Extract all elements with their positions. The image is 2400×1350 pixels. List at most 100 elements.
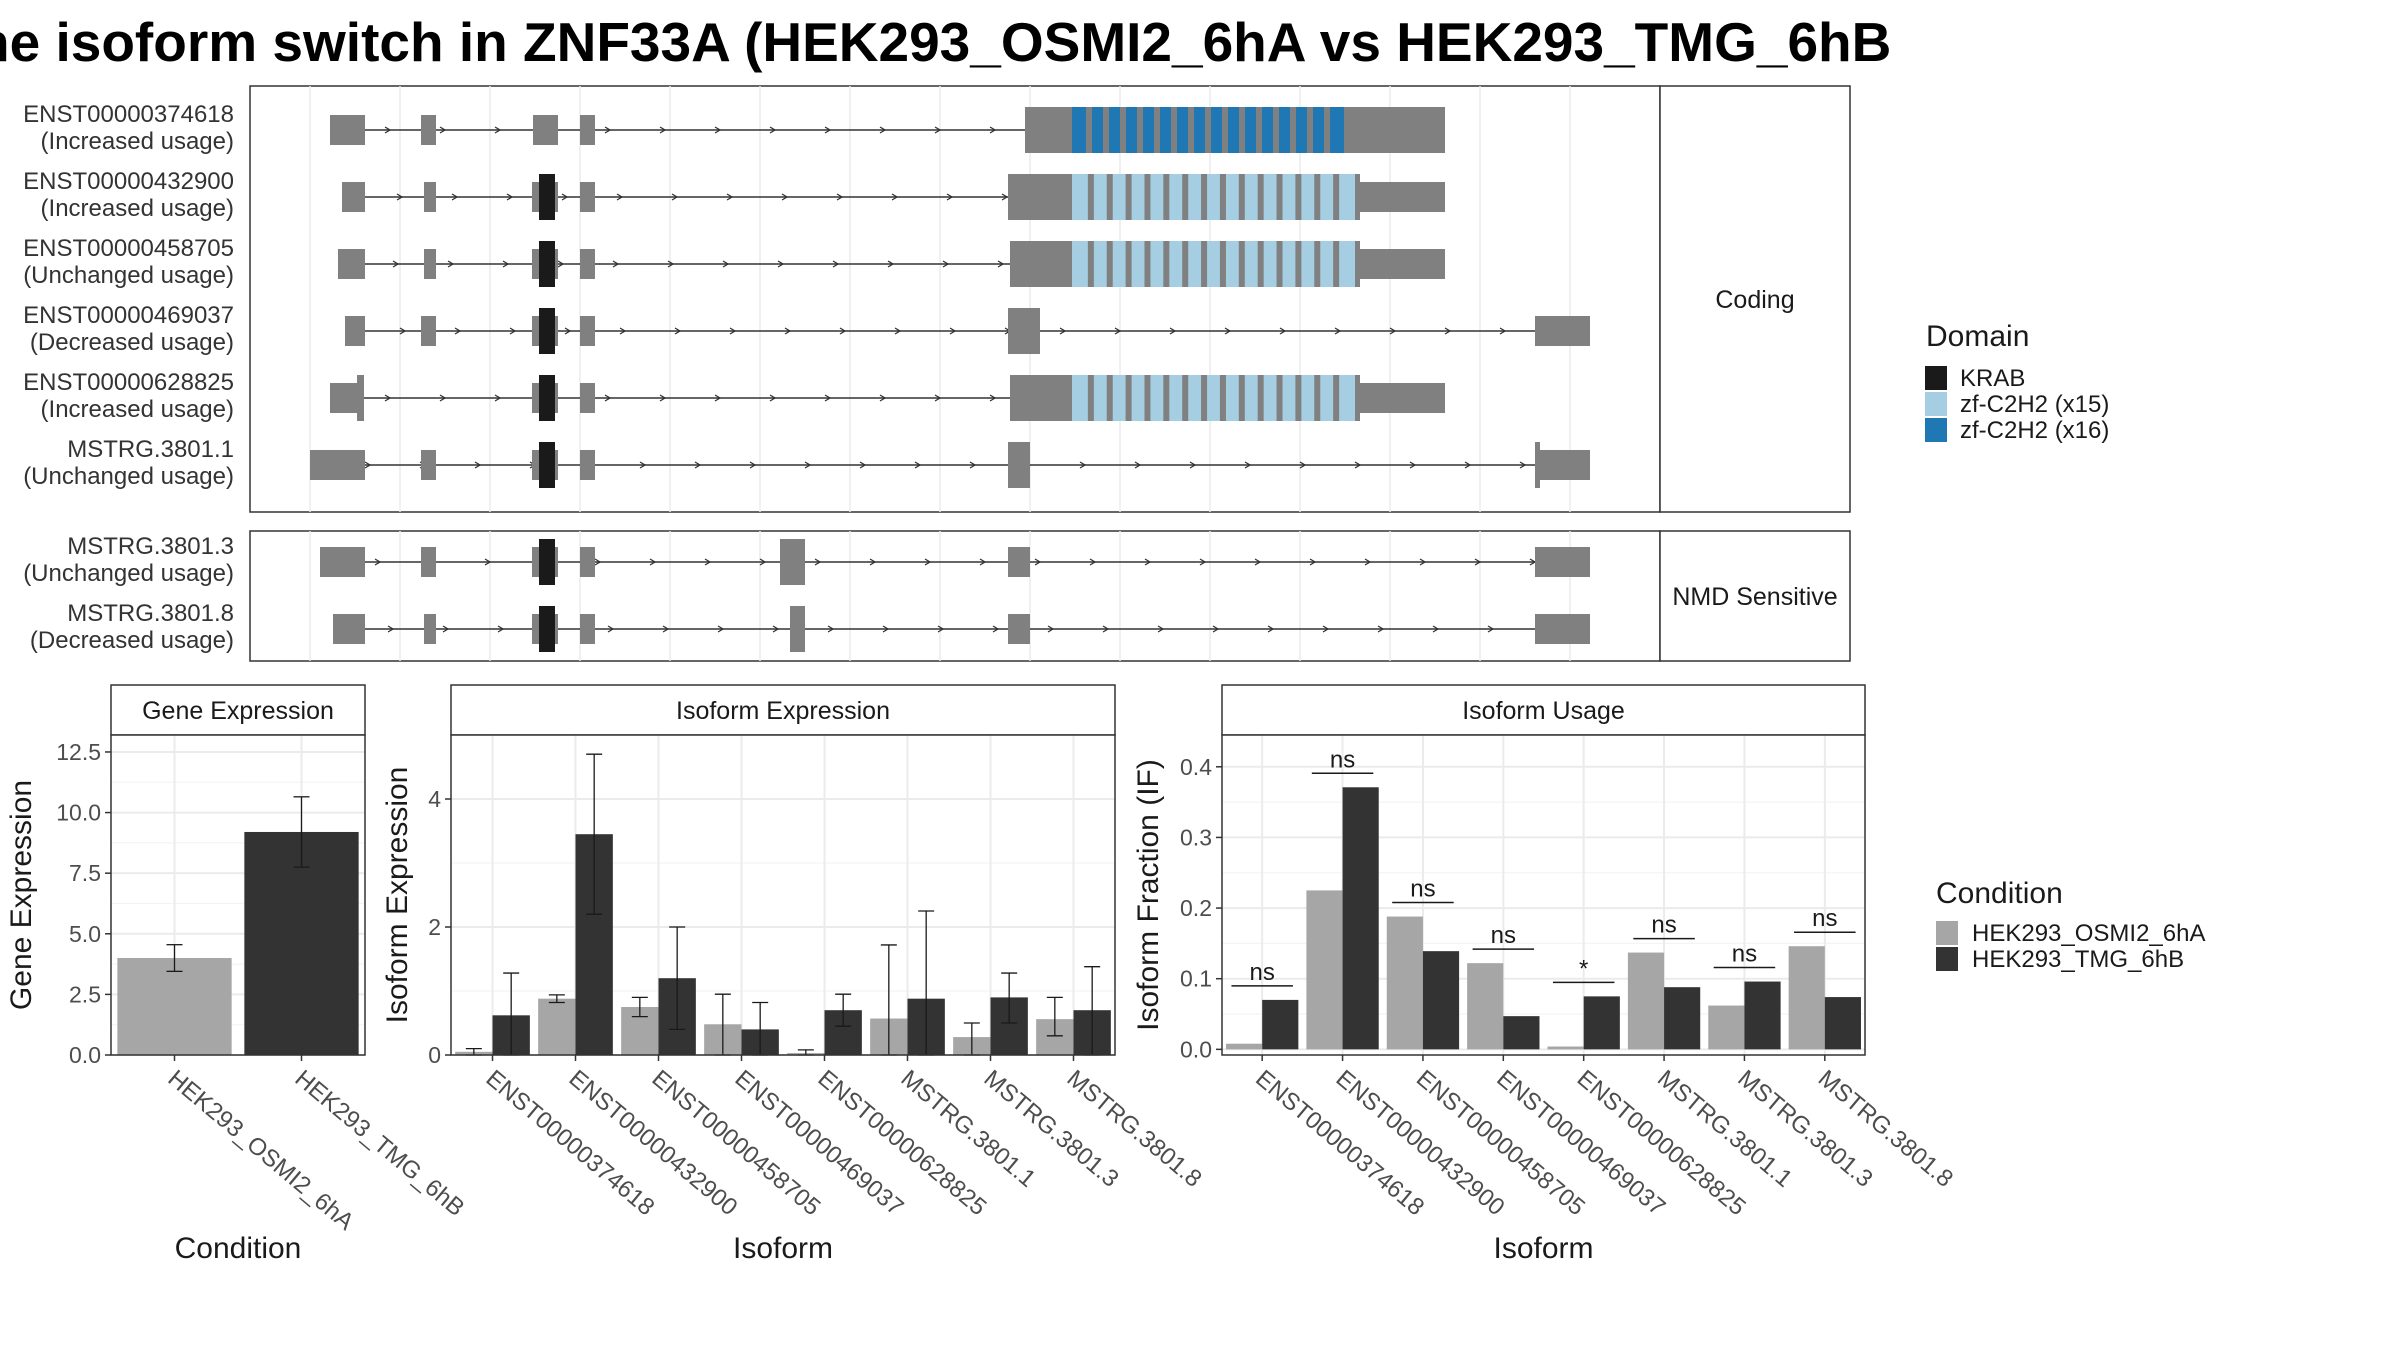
intron-arrow [1059, 327, 1067, 335]
intron-arrow [442, 625, 450, 633]
intron-arrow [887, 260, 895, 268]
x-axis-title: Condition [175, 1232, 302, 1265]
krab-domain [539, 442, 555, 488]
zf-separator [1106, 241, 1113, 287]
x-tick-label: MSTRG.3801.1 [1652, 1065, 1797, 1193]
panel-strip-label: Isoform Usage [1462, 697, 1625, 725]
y-tick-label: 12.5 [56, 739, 101, 765]
intron-arrow [992, 625, 1000, 633]
zf-separator [1120, 107, 1126, 153]
zf-separator [1219, 241, 1226, 287]
zf-separator [1182, 375, 1189, 421]
x-axis-title: Isoform [733, 1232, 833, 1265]
bar [1467, 963, 1504, 1050]
intron-arrow [1134, 461, 1142, 469]
zf-separator [1324, 107, 1330, 153]
zf-separator [1154, 107, 1160, 153]
zf-separator [1125, 375, 1132, 421]
intron-arrow [392, 260, 400, 268]
intron-arrow [607, 625, 615, 633]
y-axis-title: Isoform Fraction (IF) [1132, 759, 1165, 1031]
intron-arrow [769, 394, 777, 402]
intron-arrow [1487, 625, 1495, 633]
exon [345, 316, 365, 346]
intron-arrow [1474, 558, 1482, 566]
intron-arrow [384, 126, 392, 134]
condition-legend-swatch [1936, 921, 1958, 945]
zf-separator [1144, 375, 1151, 421]
exon [330, 115, 365, 145]
zf-separator [1171, 107, 1177, 153]
intron-arrow [1189, 461, 1197, 469]
zf-separator [1257, 174, 1264, 220]
facet-strip-0 [1659, 85, 1851, 513]
intron-arrow [674, 327, 682, 335]
zf-separator [1238, 241, 1245, 287]
y-tick-label: 0 [428, 1042, 441, 1068]
exon [424, 614, 436, 644]
exon [580, 614, 595, 644]
transcript-id-label: MSTRG.3801.8 [67, 600, 234, 627]
y-tick-label: 0.1 [1180, 966, 1212, 992]
intron-arrow [804, 461, 812, 469]
zf-separator [1182, 241, 1189, 287]
intron-arrow [1432, 625, 1440, 633]
exon [1535, 614, 1590, 644]
zf-separator [1144, 174, 1151, 220]
intron-arrow [937, 625, 945, 633]
exon [421, 115, 436, 145]
intron-arrow [659, 394, 667, 402]
bar [117, 958, 232, 1055]
domain-legend-title: Domain [1926, 320, 2029, 353]
zf-separator [1125, 241, 1132, 287]
x-tick-label: MSTRG.3801.8 [1062, 1065, 1207, 1193]
exon [1008, 547, 1030, 577]
bar [1386, 916, 1423, 1050]
intron-arrow [667, 260, 675, 268]
krab-domain [539, 539, 555, 585]
exon [310, 450, 365, 480]
y-axis-title: Gene Expression [5, 780, 38, 1010]
zf-separator [1163, 375, 1170, 421]
intron-arrow [989, 394, 997, 402]
zf-separator [1295, 241, 1302, 287]
intron-arrow [1114, 327, 1122, 335]
intron-arrow [564, 327, 572, 335]
intron-arrow [1224, 327, 1232, 335]
exon [338, 249, 365, 279]
transcript-id-label: MSTRG.3801.3 [67, 533, 234, 560]
y-tick-label: 0.0 [1180, 1036, 1212, 1062]
intron-arrow [777, 260, 785, 268]
y-tick-label: 10.0 [56, 800, 101, 826]
condition-legend-title: Condition [1936, 877, 2063, 910]
intron-arrow [439, 394, 447, 402]
exon [1008, 614, 1030, 644]
facet-strip-1 [1659, 530, 1851, 662]
zf-c2h2-domain [1072, 241, 1355, 287]
significance-label: ns [1732, 941, 1757, 968]
intron-arrow [494, 126, 502, 134]
intron-arrow [387, 625, 395, 633]
intron-arrow [934, 126, 942, 134]
intron-arrow [619, 327, 627, 335]
exon [1535, 442, 1540, 488]
intron-arrow [384, 394, 392, 402]
intron-arrow [1047, 625, 1055, 633]
exon [580, 450, 595, 480]
y-tick-label: 0.0 [69, 1042, 101, 1068]
significance-label: ns [1250, 959, 1275, 986]
intron-arrow [374, 558, 382, 566]
intron-arrow [1244, 461, 1252, 469]
exon [1535, 316, 1545, 346]
intron-arrow [969, 461, 977, 469]
zf-separator [1106, 375, 1113, 421]
bar [1744, 981, 1781, 1050]
exon [330, 383, 360, 413]
domain-legend-swatch [1925, 392, 1947, 416]
krab-domain [539, 241, 555, 287]
intron-arrow [1034, 558, 1042, 566]
exon [1360, 383, 1445, 413]
intron-arrow [1079, 461, 1087, 469]
krab-domain [539, 308, 555, 354]
intron-arrow [604, 126, 612, 134]
